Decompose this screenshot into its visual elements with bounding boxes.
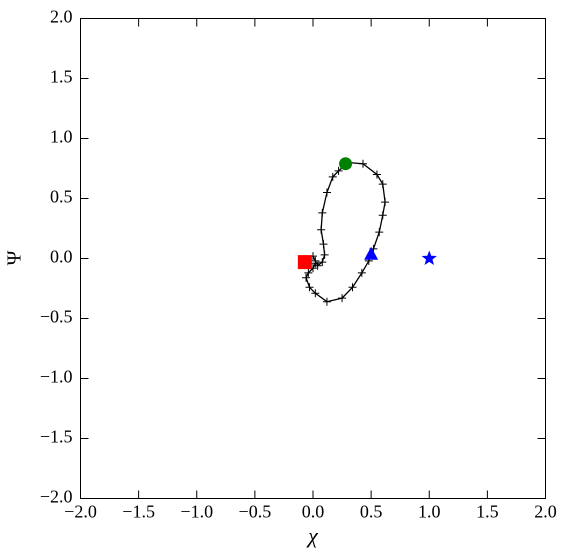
y-tick-label: −0.5 — [40, 307, 73, 327]
y-tick-label: 1.5 — [50, 67, 73, 87]
point — [322, 188, 331, 197]
x-tick-label: 0.5 — [360, 502, 383, 522]
point — [305, 283, 314, 292]
point — [339, 157, 353, 171]
point — [357, 268, 366, 277]
point — [381, 198, 390, 207]
x-tick-label: 2.0 — [534, 502, 557, 522]
point — [304, 268, 313, 277]
x-tick-label: −1.5 — [122, 502, 155, 522]
x-tick-label: 1.5 — [476, 502, 499, 522]
line — [305, 161, 386, 303]
point — [313, 261, 322, 270]
y-tick-label: −2.0 — [40, 487, 73, 507]
y-axis-label: Ψ — [4, 250, 26, 265]
point — [317, 225, 326, 234]
y-tick-label: 2.0 — [50, 7, 73, 27]
point — [378, 180, 387, 189]
point — [311, 256, 320, 265]
x-tick-label: −0.5 — [239, 502, 272, 522]
point — [320, 250, 329, 259]
point — [421, 250, 437, 265]
point — [338, 294, 347, 303]
x-tick-label: −1.0 — [180, 502, 213, 522]
point — [348, 283, 357, 292]
y-tick-label: 0.5 — [50, 187, 73, 207]
point — [378, 211, 387, 220]
point — [328, 172, 337, 181]
y-tick-label: −1.5 — [40, 427, 73, 447]
x-tick-label: 1.0 — [418, 502, 441, 522]
point — [311, 289, 320, 298]
point — [358, 159, 367, 168]
point — [318, 208, 327, 217]
y-tick-label: 1.0 — [50, 127, 73, 147]
point — [364, 246, 379, 260]
point — [322, 297, 331, 306]
point — [302, 273, 311, 282]
point — [372, 170, 381, 179]
point — [334, 166, 343, 175]
point — [375, 228, 384, 237]
point — [319, 240, 328, 249]
point — [297, 255, 312, 270]
point — [318, 258, 327, 267]
y-tick-label: 0.0 — [50, 247, 73, 267]
y-tick-label: −1.0 — [40, 367, 73, 387]
x-axis-label: χ — [306, 523, 319, 548]
x-tick-label: −2.0 — [64, 502, 97, 522]
x-tick-label: 0.0 — [302, 502, 325, 522]
